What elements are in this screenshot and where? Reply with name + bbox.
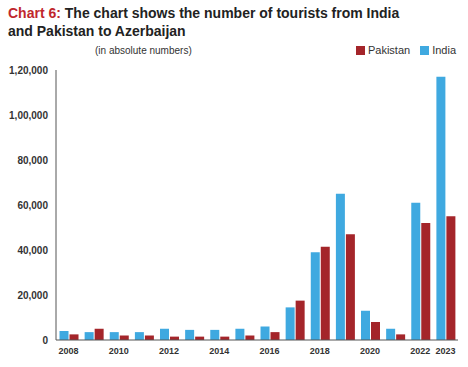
svg-text:2012: 2012 xyxy=(159,346,179,356)
svg-text:40,000: 40,000 xyxy=(17,245,48,256)
html-text:Pakistan: Pakistan xyxy=(367,44,411,56)
svg-text:80,000: 80,000 xyxy=(17,155,48,166)
html-text:Chart 6: The chart shows the n: Chart 6: The chart shows the number of t… xyxy=(8,5,400,39)
svg-text:20,000: 20,000 xyxy=(17,290,48,301)
svg-text:1,20,000: 1,20,000 xyxy=(9,65,48,76)
svg-text:60,000: 60,000 xyxy=(17,200,48,211)
svg-text:2018: 2018 xyxy=(310,346,330,356)
svg-text:0: 0 xyxy=(42,335,48,346)
svg-text:2023: 2023 xyxy=(435,346,455,356)
svg-text:2008: 2008 xyxy=(59,346,79,356)
svg-text:2016: 2016 xyxy=(260,346,280,356)
svg-text:2022: 2022 xyxy=(410,346,430,356)
html-text:India: India xyxy=(432,44,456,56)
html-text:(in absolute numbers): (in absolute numbers) xyxy=(95,45,192,56)
svg-text:2014: 2014 xyxy=(209,346,229,356)
svg-text:2010: 2010 xyxy=(109,346,129,356)
svg-text:1,00,000: 1,00,000 xyxy=(9,110,48,121)
svg-text:2020: 2020 xyxy=(360,346,380,356)
